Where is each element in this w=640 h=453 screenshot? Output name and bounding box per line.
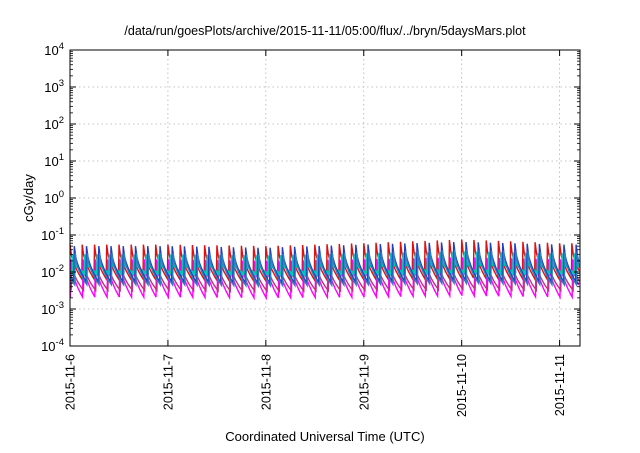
series-line — [70, 260, 581, 294]
grid — [70, 50, 580, 346]
series-group — [69, 239, 581, 301]
y-tick-label: 102 — [44, 115, 64, 132]
y-tick-label: 103 — [44, 78, 64, 95]
y-tick-label: 10-1 — [41, 226, 64, 243]
x-tick-label: 2015-11-8 — [259, 354, 273, 410]
y-tick-label: 10-2 — [41, 263, 64, 280]
y-tick-label: 10-4 — [41, 337, 64, 354]
y-axis: 10-4 10-3 10-2 10-1 100 101 102 103 104 — [41, 41, 580, 354]
series-line — [70, 241, 580, 286]
y-tick-label: 100 — [44, 189, 64, 206]
series-line — [69, 249, 581, 289]
x-tick-label: 2015-11-11 — [553, 354, 567, 416]
y-tick-label: 101 — [44, 152, 64, 169]
y-axis-label: cGy/day — [21, 174, 36, 222]
x-tick-label: 2015-11-9 — [357, 354, 371, 410]
x-tick-label: 2015-11-7 — [161, 354, 175, 410]
y-tick-label: 104 — [44, 41, 64, 58]
y-tick-label: 10-3 — [41, 300, 64, 317]
x-axis-label: Coordinated Universal Time (UTC) — [225, 429, 424, 444]
series-line — [69, 239, 580, 283]
series-line — [69, 257, 580, 301]
x-tick-label: 2015-11-10 — [455, 354, 469, 417]
chart-title: /data/run/goesPlots/archive/2015-11-11/0… — [124, 24, 526, 38]
x-axis: 2015-11-6 2015-11-7 2015-11-8 2015-11-9 2015… — [64, 50, 567, 417]
x-tick-label: 2015-11-6 — [64, 354, 78, 410]
